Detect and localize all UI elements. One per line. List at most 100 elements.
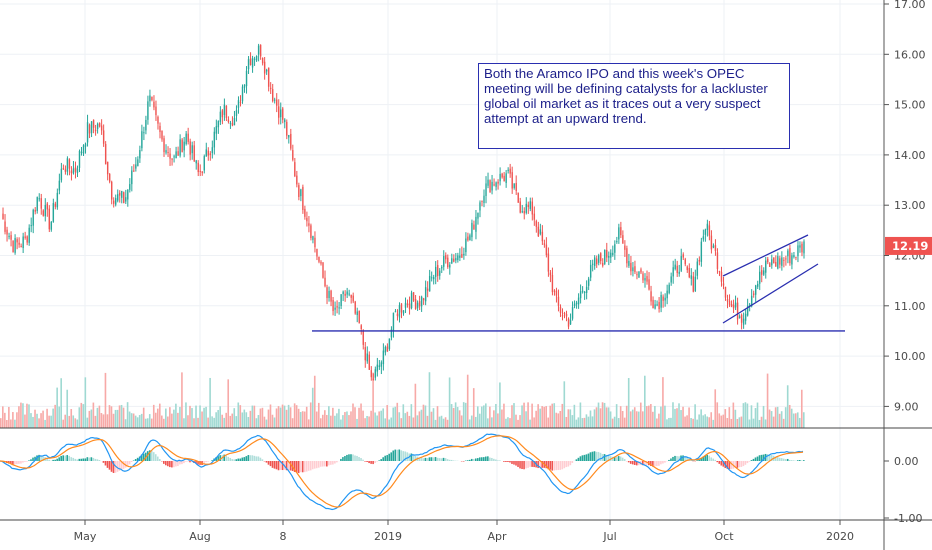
- macd-histogram-bar: [730, 461, 733, 470]
- candle-body: [424, 287, 427, 302]
- candle-body: [537, 226, 540, 237]
- candle-body: [193, 145, 195, 162]
- macd-histogram-bar: [152, 452, 155, 461]
- candle-body: [342, 291, 344, 295]
- macd-histogram-bar: [233, 459, 236, 461]
- candle-body: [696, 261, 699, 276]
- macd-histogram-bar: [750, 460, 753, 461]
- volume-bar: [40, 413, 42, 428]
- volume-bar: [525, 411, 527, 428]
- candle-body: [531, 201, 534, 215]
- candle-body: [547, 253, 550, 272]
- macd-histogram-bar: [249, 455, 252, 461]
- macd-histogram-bar: [322, 461, 324, 467]
- candle-body: [754, 285, 757, 295]
- volume-bar: [531, 403, 533, 428]
- macd-histogram-bar: [599, 452, 602, 461]
- macd-histogram-bar: [301, 461, 304, 473]
- candle-body: [606, 249, 608, 258]
- volume-bar: [485, 403, 487, 428]
- macd-histogram-bar: [595, 451, 598, 461]
- volume-bar: [6, 419, 8, 428]
- volume-bar: [265, 419, 268, 428]
- macd-histogram-bar: [279, 461, 282, 470]
- price-tick-label: 16.00: [894, 48, 926, 61]
- volume-bar: [774, 407, 777, 428]
- volume-bar: [245, 412, 248, 428]
- macd-histogram-bar: [368, 461, 370, 464]
- macd-histogram-bar: [132, 460, 135, 461]
- candle-body: [384, 346, 387, 353]
- macd-histogram-bar: [472, 459, 475, 461]
- annotation-box[interactable]: Both the Aramco IPO and this week's OPEC…: [478, 63, 790, 149]
- volume-bar: [702, 415, 704, 428]
- macd-histogram-bar: [118, 461, 121, 471]
- volume-bar: [64, 414, 67, 428]
- macd-histogram-bar: [72, 457, 75, 461]
- volume-bar: [515, 414, 517, 428]
- volume-bar: [84, 377, 87, 428]
- candle-body: [290, 133, 292, 149]
- macd-histogram-bar: [237, 458, 240, 461]
- candle-body: [269, 87, 272, 89]
- candle-body: [60, 168, 63, 181]
- macd-histogram-bar: [251, 455, 254, 461]
- volume-bar: [740, 416, 743, 428]
- volume-bar: [74, 418, 77, 428]
- candle-body: [36, 197, 38, 212]
- candle-body: [787, 250, 789, 257]
- candle-body: [489, 180, 491, 193]
- macd-histogram-bar: [483, 457, 485, 461]
- macd-histogram-bar: [682, 455, 684, 461]
- macd-histogram-bar: [154, 454, 157, 461]
- volume-bar: [680, 410, 682, 428]
- candle-body: [795, 256, 797, 258]
- macd-histogram-bar: [134, 459, 137, 461]
- macd-histogram-bar: [66, 455, 69, 461]
- macd-histogram-bar: [205, 461, 207, 463]
- macd-histogram-bar: [497, 460, 499, 461]
- candle-body: [104, 143, 107, 165]
- candle-body: [157, 116, 159, 124]
- candle-body: [668, 284, 670, 293]
- macd-histogram-bar: [476, 458, 479, 461]
- candle-body: [215, 126, 218, 134]
- volume-bar: [784, 407, 787, 428]
- volume-bar: [233, 408, 236, 428]
- volume-bar: [297, 408, 300, 428]
- candle-body: [469, 235, 471, 241]
- macd-histogram-bar: [786, 458, 789, 461]
- volume-bar: [229, 415, 232, 428]
- macd-histogram-bar: [52, 459, 54, 461]
- candle-body: [726, 298, 729, 302]
- macd-histogram-bar: [150, 450, 153, 461]
- volume-bar: [394, 406, 397, 428]
- macd-histogram-bar: [466, 460, 469, 461]
- candle-body: [92, 119, 95, 128]
- candle-body: [736, 302, 739, 320]
- candle-body: [710, 235, 713, 250]
- candle-body: [557, 296, 560, 306]
- macd-histogram-bar: [110, 461, 113, 472]
- volume-bar: [579, 402, 582, 428]
- candle-body: [189, 141, 191, 155]
- last-price-label: 12.19: [892, 239, 928, 253]
- candle-body: [223, 104, 226, 116]
- macd-histogram-bar: [350, 454, 352, 461]
- candle-body: [501, 173, 503, 178]
- candle-body: [221, 110, 224, 118]
- candle-body: [149, 95, 151, 102]
- candle-body: [690, 275, 692, 279]
- macd-histogram-bar: [545, 461, 547, 469]
- macd-histogram-bar: [225, 455, 228, 461]
- candle-body: [620, 227, 622, 236]
- macd-histogram-bar: [80, 458, 83, 461]
- volume-bar: [46, 408, 48, 428]
- candle-body: [362, 330, 364, 345]
- volume-bar: [156, 408, 159, 428]
- macd-histogram-bar: [54, 459, 56, 461]
- volume-bar: [209, 377, 211, 428]
- volume-bar: [509, 418, 511, 428]
